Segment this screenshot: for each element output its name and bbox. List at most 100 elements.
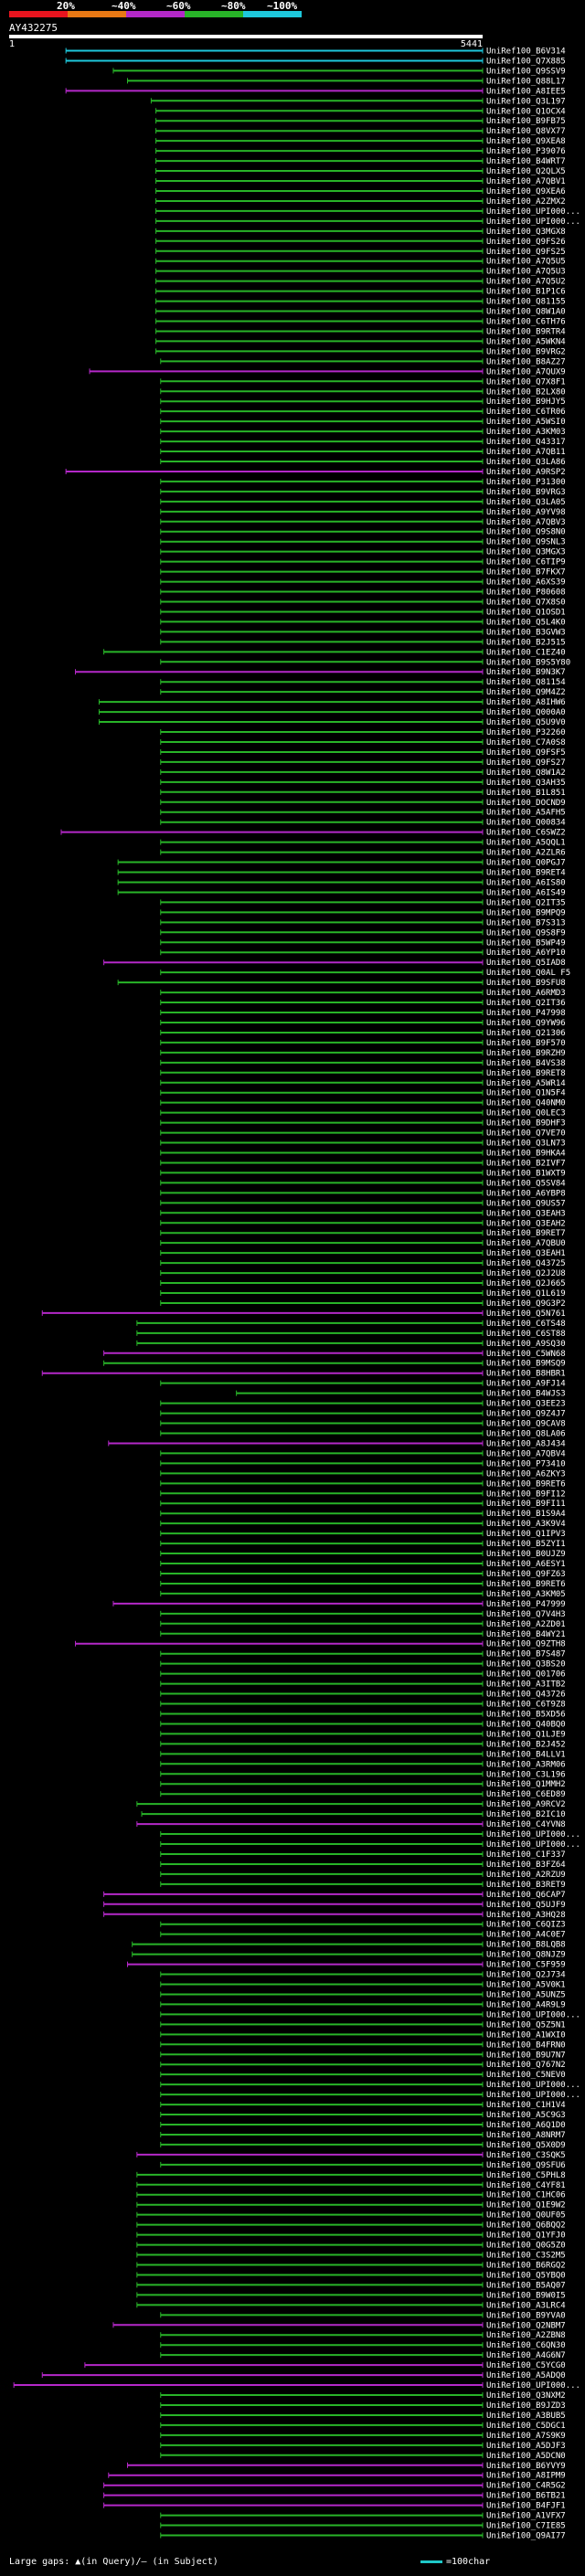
hit-label[interactable]: UniRef100_A6Q1D0 [486,2121,566,2130]
hit-row[interactable]: UniRef100_B8HBR1 [41,1370,566,1379]
hit-row[interactable]: UniRef100_A8IPM9 [108,2472,566,2481]
hit-label[interactable]: UniRef100_C5WN68 [486,1350,566,1359]
hit-label[interactable]: UniRef100_Q1E9W2 [486,2201,566,2210]
hit-row[interactable]: UniRef100_Q43725 [160,1259,566,1268]
hit-label[interactable]: UniRef100_UPI000... [486,1830,580,1839]
hit-row[interactable]: UniRef100_P80608 [160,588,566,598]
hit-row[interactable]: UniRef100_Q2IT35 [160,898,566,907]
hit-row[interactable]: UniRef100_C6TR06 [160,408,566,417]
hit-label[interactable]: UniRef100_Q9FZ63 [486,1570,566,1579]
hit-row[interactable]: UniRef100_A2ZLR6 [160,849,566,858]
hit-row[interactable]: UniRef100_Q9SFU6 [160,2161,566,2170]
hit-row[interactable]: UniRef100_Q9FS25 [155,248,566,257]
hit-label[interactable]: UniRef100_Q5YBQ0 [486,2271,566,2280]
hit-row[interactable]: UniRef100_Q2IT36 [160,999,566,1008]
hit-row[interactable]: UniRef100_Q9FSF5 [160,748,566,758]
hit-row[interactable]: UniRef100_A8J434 [108,1439,566,1448]
hit-label[interactable]: UniRef100_B1S9A4 [486,1510,566,1519]
hit-label[interactable]: UniRef100_DOCND9 [486,799,566,808]
hit-label[interactable]: UniRef100_A8IPM9 [486,2472,566,2481]
hit-label[interactable]: UniRef100_A7Q5U3 [486,268,566,277]
hit-row[interactable]: UniRef100_A7QBV4 [160,1449,566,1458]
hit-row[interactable]: UniRef100_B8AZ27 [160,357,566,366]
hit-row[interactable]: UniRef100_Q3LN73 [160,1140,566,1149]
hit-row[interactable]: UniRef100_C3L196 [160,1770,566,1779]
hit-row[interactable]: UniRef100_B1P1C6 [155,288,566,297]
hit-row[interactable]: UniRef100_A8NRM7 [160,2131,566,2140]
hit-row[interactable]: UniRef100_Q7VE70 [160,1129,566,1139]
hit-row[interactable]: UniRef100_Q1YFJ0 [136,2231,566,2241]
hit-row[interactable]: UniRef100_B4WJS3 [236,1390,566,1399]
hit-label[interactable]: UniRef100_B1WXT9 [486,1169,566,1178]
hit-row[interactable]: UniRef100_C4YF81 [136,2181,566,2190]
hit-row[interactable]: UniRef100_A4R9L9 [160,2000,566,2009]
hit-label[interactable]: UniRef100_C7IE85 [486,2522,566,2531]
hit-label[interactable]: UniRef100_A7Q5U5 [486,258,566,267]
hit-row[interactable]: UniRef100_Q3EAH2 [160,1219,566,1228]
hit-row[interactable]: UniRef100_B9DHF3 [160,1119,566,1129]
hit-label[interactable]: UniRef100_P32260 [486,728,566,737]
hit-label[interactable]: UniRef100_Q0UF05 [486,2211,566,2221]
hit-label[interactable]: UniRef100_Q5L4K0 [486,618,566,627]
hit-row[interactable]: UniRef100_C6QIZ3 [160,1921,566,1930]
hit-row[interactable]: UniRef100_Q9YW96 [160,1019,566,1028]
hit-row[interactable]: UniRef100_Q01706 [160,1670,566,1680]
hit-label[interactable]: UniRef100_A7QBV4 [486,1449,566,1458]
hit-label[interactable]: UniRef100_A7QUX9 [486,367,566,376]
hit-row[interactable]: UniRef100_A3RM06 [160,1760,566,1769]
hit-label[interactable]: UniRef100_B7S487 [486,1650,566,1659]
hit-label[interactable]: UniRef100_A3K9V4 [486,1520,566,1529]
hit-row[interactable]: UniRef100_C7A0S8 [160,738,566,747]
hit-label[interactable]: UniRef100_A7QBV3 [486,518,566,527]
hit-label[interactable]: UniRef100_A4R9L9 [486,2000,566,2009]
hit-row[interactable]: UniRef100_Q9M4Z2 [160,688,566,697]
hit-label[interactable]: UniRef100_Q40NM0 [486,1099,566,1108]
hit-row[interactable]: UniRef100_A5WSI0 [160,418,566,427]
hit-label[interactable]: UniRef100_Q3EAH3 [486,1209,566,1218]
hit-row[interactable]: UniRef100_Q7V4H3 [160,1610,566,1619]
hit-label[interactable]: UniRef100_B9FB75 [486,117,566,126]
hit-label[interactable]: UniRef100_A5UNZ5 [486,1990,566,1999]
hit-row[interactable]: UniRef100_Q9AI77 [160,2532,566,2540]
hit-label[interactable]: UniRef100_B9RET6 [486,1580,566,1589]
hit-row[interactable]: UniRef100_Q0G5Z0 [136,2242,566,2251]
hit-row[interactable]: UniRef100_A9FJ14 [160,1380,566,1389]
hit-label[interactable]: UniRef100_B1L851 [486,789,566,798]
hit-row[interactable]: UniRef100_A9RCV2 [136,1800,566,1809]
hit-row[interactable]: UniRef100_Q9SSV9 [112,67,566,76]
hit-label[interactable]: UniRef100_A2ZMX2 [486,197,566,207]
hit-label[interactable]: UniRef100_B8AZ27 [486,357,566,366]
hit-label[interactable]: UniRef100_Q1OSD1 [486,608,566,617]
hit-row[interactable]: UniRef100_A3K9V4 [160,1520,566,1529]
hit-label[interactable]: UniRef100_A5DJF3 [486,2442,566,2451]
hit-row[interactable]: UniRef100_B5XD56 [160,1710,566,1719]
hit-label[interactable]: UniRef100_Q1LJE9 [486,1730,566,1739]
hit-label[interactable]: UniRef100_Q3EAH1 [486,1249,566,1258]
hit-row[interactable]: UniRef100_B6V314 [65,47,566,56]
hit-row[interactable]: UniRef100_Q2NBM7 [112,2321,566,2330]
hit-label[interactable]: UniRef100_B6TB21 [486,2492,566,2501]
hit-row[interactable]: UniRef100_UPI000... [160,1830,580,1839]
hit-label[interactable]: UniRef100_Q9Z4J7 [486,1410,566,1419]
hit-row[interactable]: UniRef100_A5DJF3 [160,2442,566,2451]
hit-label[interactable]: UniRef100_C5YCG0 [486,2361,566,2370]
hit-row[interactable]: UniRef100_B9FB75 [155,117,566,126]
hit-label[interactable]: UniRef100_P47999 [486,1600,566,1609]
hit-label[interactable]: UniRef100_Q9FSF5 [486,748,566,758]
hit-row[interactable]: UniRef100_B9FI11 [160,1500,566,1509]
hit-label[interactable]: UniRef100_B9W0I5 [486,2291,566,2300]
hit-label[interactable]: UniRef100_B9RTR4 [486,327,566,336]
hit-row[interactable]: UniRef100_Q7X8F1 [160,377,566,387]
hit-label[interactable]: UniRef100_A5WR14 [486,1079,566,1088]
hit-label[interactable]: UniRef100_A5DCN0 [486,2452,566,2461]
hit-label[interactable]: UniRef100_Q3L197 [486,97,566,106]
hit-label[interactable]: UniRef100_A6RMD3 [486,989,566,998]
hit-label[interactable]: UniRef100_C4YVN8 [486,1820,566,1829]
hit-row[interactable]: UniRef100_B2IC10 [141,1810,566,1819]
hit-label[interactable]: UniRef100_UPI000... [486,2081,580,2090]
hit-label[interactable]: UniRef100_Q1YFJ0 [486,2231,566,2241]
hit-row[interactable]: UniRef100_C6ST88 [136,1330,566,1339]
hit-label[interactable]: UniRef100_P31300 [486,478,566,487]
hit-row[interactable]: UniRef100_UPI000... [160,1840,580,1850]
hit-label[interactable]: UniRef100_A5C9G3 [486,2111,566,2120]
